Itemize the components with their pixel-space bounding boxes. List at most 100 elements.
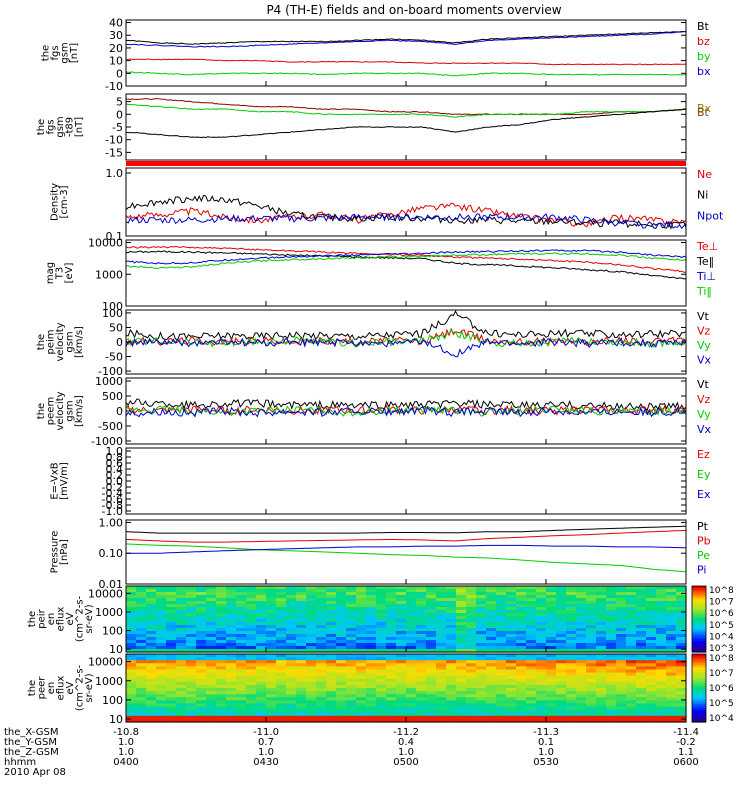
spectrogram-cell [566,703,577,708]
series-Te⊥-line [125,245,686,273]
spectrogram-cell [606,643,617,647]
spectrogram-cell [376,586,387,590]
spectrogram-cell [396,703,407,708]
colorbar-segment [692,669,706,673]
spectrogram-cell [656,616,667,620]
spectrogram-cell [676,684,687,689]
spectrogram-cell [266,643,277,647]
spectrogram-cell [606,622,617,626]
y-label-line: eV [65,612,76,625]
spectrogram-cell [676,681,687,686]
spectrogram-cell [596,715,607,720]
spectrogram-cell [216,622,227,626]
spectrogram-cell [526,681,537,686]
x-tick-label: 0.7 [258,737,274,748]
spectrogram-cell [536,628,547,632]
spectrogram-cell [576,712,587,717]
spectrogram-cell [296,595,307,599]
spectrogram-cell [546,675,557,680]
spectrogram-cell [456,598,467,602]
spectrogram-cell [306,691,317,695]
x-tick-label: 1.0 [538,747,554,758]
colorbar-segment [692,638,706,642]
spectrogram-cell [666,616,677,620]
colorbar-segment [692,701,706,705]
series-Bt-line [125,30,687,45]
spectrogram-cell [576,643,587,647]
spectrogram-cell [216,703,227,708]
spectrogram-cell [236,688,247,692]
spectrogram-cell [656,718,667,723]
spectrogram-cell [576,678,587,683]
spectrogram-cell [636,672,647,677]
spectrogram-cell [606,672,617,677]
spectrogram-cell [426,703,437,708]
spectrogram-cell [256,700,267,705]
series-lines [125,98,687,139]
spectrogram-cell [556,589,567,593]
spectrogram-cell [596,684,607,689]
spectrogram-cell [136,712,147,717]
spectrogram-cell [206,691,217,695]
spectrogram-cell [136,640,147,644]
spectrogram-cell [216,684,227,689]
spectrogram-cell [196,706,207,711]
spectrogram-cell [136,688,147,692]
legend-entry: Ne [697,168,712,181]
spectrogram-cell [606,601,617,605]
spectrogram-cell [466,669,477,674]
spectrogram-cell [546,586,557,590]
spectrogram-cell [376,675,387,680]
spectrogram-cell [206,586,217,590]
spectrogram-cell [486,631,497,635]
y-label-line: gsm [65,331,76,352]
spectrogram-cell [636,613,647,617]
spectrogram-cell [316,598,327,602]
spectrogram-cell [556,675,567,680]
spectrogram-cell [536,654,547,658]
colorbar-frame [691,653,707,723]
spectrogram-cell [606,589,617,593]
spectrogram-cell [496,660,507,664]
spectrogram-cell [456,684,467,689]
spectrogram-cell [516,607,527,611]
spectrogram-cell [236,589,247,593]
spectrogram-cell [266,613,277,617]
spectrogram-cell [406,619,417,623]
spectrogram-cell [306,709,317,714]
spectrogram-cell [586,646,597,650]
spectrogram-cell [546,640,557,644]
y-label-line: (cm^2-s- [75,664,86,711]
spectrogram-cell [266,715,277,720]
spectrogram-cell [126,637,137,641]
spectrogram-cell [426,675,437,680]
spectrogram-cell [446,598,457,602]
spectrogram-cell [526,598,537,602]
spectrogram-cell [416,589,427,593]
spectrogram-cell [486,637,497,641]
spectrogram-cell [566,622,577,626]
spectrogram-cell [646,616,657,620]
spectrogram-cell [426,613,437,617]
spectrogram-cell [626,622,637,626]
spectrogram-cell [566,666,577,671]
spectrogram-cell [306,654,317,658]
spectrogram-cell [166,616,177,620]
spectrogram-cell [206,610,217,614]
spectrogram-cell [606,675,617,680]
spectrogram-cell [536,610,547,614]
spectrogram-cell [506,625,517,629]
spectrogram-cell [436,640,447,644]
spectrogram-cell [656,595,667,599]
spectrogram-cell [396,595,407,599]
spectrogram-cell [416,604,427,608]
spectrogram-cell [446,688,457,692]
spectrogram-cell [136,643,147,647]
spectrogram-cell [416,678,427,683]
spectrogram-cell [676,691,687,695]
spectrogram-cell [216,660,227,664]
spectrogram-cell [556,631,567,635]
spectrogram-cell [406,586,417,590]
spectrogram-cell [186,675,197,680]
spectrogram-cell [366,592,377,596]
